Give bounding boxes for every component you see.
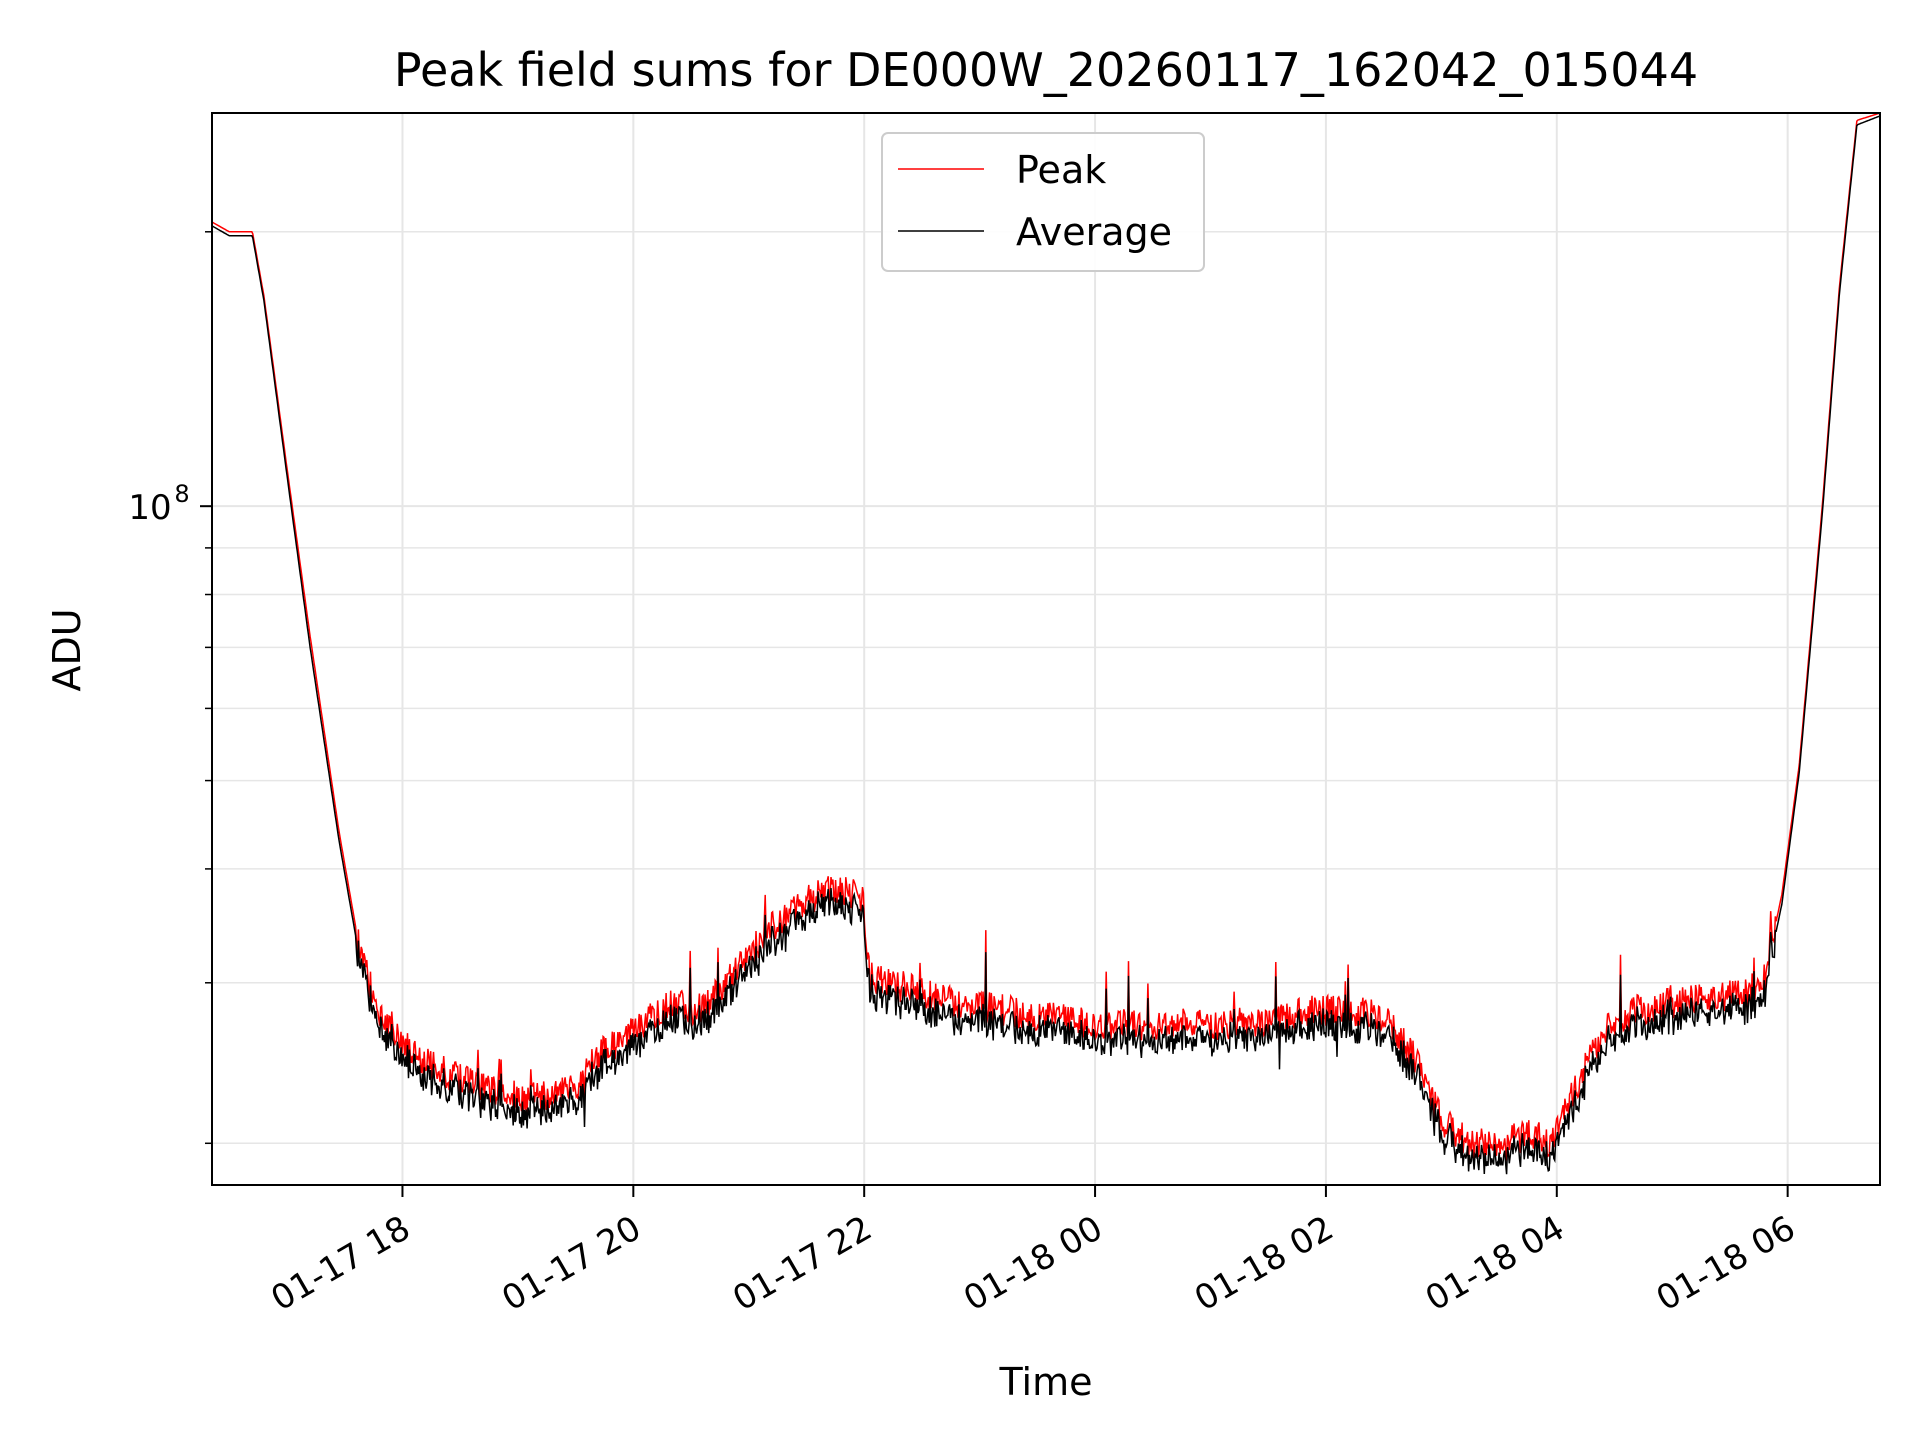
grid: [212, 113, 1880, 1185]
legend-box: [881, 132, 1205, 272]
y-tick-label: 10: [128, 488, 171, 528]
chart-title: Peak field sums for DE000W_20260117_1620…: [394, 43, 1698, 97]
plot-area-frame: [211, 112, 1881, 1186]
y-tick-label-exponent: 8: [174, 480, 189, 508]
y-axis-label: ADU: [45, 608, 89, 691]
series-group: [212, 113, 1880, 1175]
legend: Peak Average: [881, 132, 1205, 272]
x-axis-label: Time: [999, 1360, 1093, 1404]
legend-peak-label: Peak: [1016, 148, 1106, 192]
legend-average-label: Average: [1016, 210, 1172, 254]
series-average-line: [212, 115, 1880, 1175]
y-axis: 10 8: [128, 231, 212, 1145]
series-peak-line: [212, 113, 1880, 1161]
